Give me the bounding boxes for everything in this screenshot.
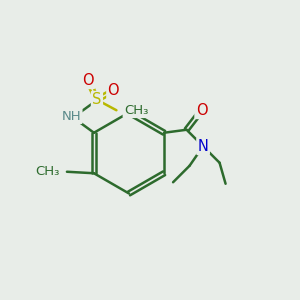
Text: S: S [92, 92, 102, 107]
Text: CH₃: CH₃ [35, 165, 59, 178]
Text: N: N [198, 139, 208, 154]
Text: CH₃: CH₃ [124, 104, 148, 117]
Text: NH: NH [61, 110, 81, 123]
Text: O: O [108, 83, 119, 98]
Text: O: O [196, 103, 207, 118]
Text: O: O [82, 73, 94, 88]
